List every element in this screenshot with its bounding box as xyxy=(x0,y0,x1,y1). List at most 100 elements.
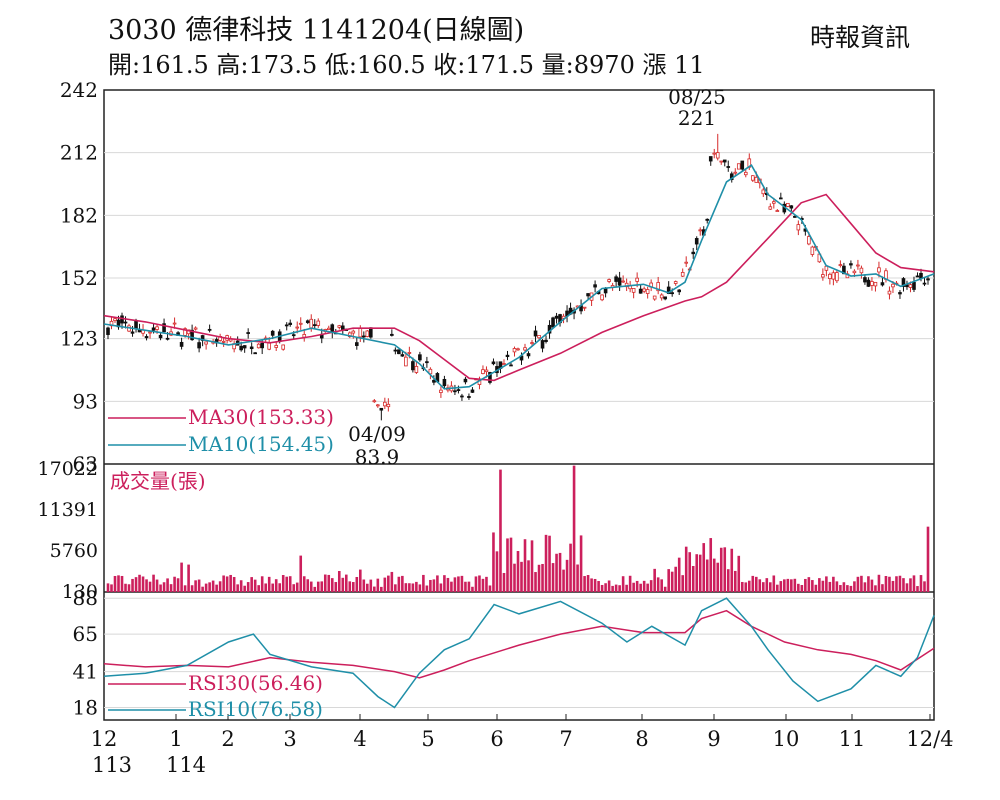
candle-body xyxy=(761,189,766,195)
volume-bar xyxy=(260,576,264,592)
volume-bar xyxy=(597,581,600,592)
candle-body xyxy=(593,284,597,288)
volume-bar xyxy=(299,555,303,592)
candle-body xyxy=(516,348,520,351)
source-label: 時報資訊 xyxy=(810,23,911,52)
volume-bar xyxy=(330,578,334,592)
volume-bar xyxy=(712,558,716,592)
candle-body xyxy=(418,354,422,361)
volume-bar xyxy=(828,581,832,592)
volume-bar xyxy=(902,578,905,592)
candle-body xyxy=(256,343,261,349)
volume-bar xyxy=(127,584,131,592)
candle-body xyxy=(425,361,429,364)
volume-bar xyxy=(916,586,919,592)
volume-bar xyxy=(141,576,145,592)
candle-body xyxy=(190,329,194,341)
candle-body xyxy=(365,330,370,337)
volume-bar xyxy=(583,576,586,592)
volume-bar xyxy=(923,581,926,592)
candle-body xyxy=(197,342,201,349)
candle-body xyxy=(379,407,384,411)
volume-bar xyxy=(909,578,912,592)
candle-body xyxy=(743,171,748,176)
candle-body xyxy=(670,292,674,295)
volume-bar xyxy=(912,575,916,592)
candle-body xyxy=(642,288,646,292)
volume-bar xyxy=(215,584,218,592)
candle-body xyxy=(901,278,906,287)
rsi-tick-label: 65 xyxy=(73,622,98,646)
volume-bar xyxy=(201,586,204,592)
candle-body xyxy=(288,322,293,325)
candle-body xyxy=(246,332,250,334)
volume-bar xyxy=(572,465,576,592)
candle-body xyxy=(551,317,555,328)
volume-bar xyxy=(667,569,670,592)
volume-bar xyxy=(888,576,891,592)
candle-body xyxy=(537,335,541,339)
volume-bar xyxy=(804,578,807,592)
y-tick-label: 152 xyxy=(60,266,98,290)
volume-bar xyxy=(439,583,443,592)
candle-body xyxy=(298,322,303,325)
volume-bar xyxy=(292,584,296,592)
volume-bar xyxy=(278,583,282,592)
volume-bar xyxy=(359,569,362,592)
y-tick-label: 93 xyxy=(73,389,98,413)
volume-bar xyxy=(579,535,583,592)
volume-bar xyxy=(849,585,853,592)
volume-bar xyxy=(138,574,141,592)
candle-body xyxy=(715,152,720,159)
volume-bar xyxy=(663,586,667,592)
volume-bar xyxy=(124,583,127,592)
volume-bar xyxy=(614,584,618,592)
volume-bar xyxy=(253,579,257,592)
candle-body xyxy=(915,275,920,278)
candle-body xyxy=(505,354,510,358)
volume-tick-label: 11391 xyxy=(38,499,98,521)
volume-bar xyxy=(846,585,849,592)
candle-body xyxy=(821,274,825,278)
candle-body xyxy=(172,322,177,325)
candle-body xyxy=(509,364,513,367)
volume-bar xyxy=(832,576,835,592)
volume-bar xyxy=(145,579,148,592)
volume-bar xyxy=(302,576,306,592)
candle-body xyxy=(460,395,464,398)
volume-bar xyxy=(397,576,401,592)
candle-body xyxy=(439,389,443,393)
volume-bar xyxy=(204,583,208,592)
candle-body xyxy=(106,327,110,335)
candle-body xyxy=(120,315,124,324)
volume-bar xyxy=(618,585,621,592)
volume-bar xyxy=(698,554,702,592)
candle-body xyxy=(652,295,657,300)
candle-body xyxy=(852,270,857,274)
volume-bar xyxy=(274,579,278,592)
candle-body xyxy=(835,272,839,282)
volume-bar xyxy=(155,579,159,592)
volume-bar xyxy=(642,580,646,592)
candle-body xyxy=(407,352,412,354)
volume-bar xyxy=(281,575,285,592)
candle-body xyxy=(144,336,149,339)
volume-bar xyxy=(162,582,166,592)
candle-body xyxy=(891,283,895,288)
volume-bar xyxy=(860,575,863,592)
candle-body xyxy=(912,281,916,290)
volume-bar xyxy=(632,582,635,592)
volume-bar xyxy=(625,584,628,592)
candle-body xyxy=(698,229,703,232)
volume-bar xyxy=(670,571,674,592)
candle-body xyxy=(326,327,331,330)
candle-body xyxy=(880,282,885,286)
candle-body xyxy=(768,206,773,210)
volume-bar xyxy=(898,575,902,592)
candle-body xyxy=(358,327,363,338)
candle-body xyxy=(736,163,741,170)
candle-body xyxy=(404,356,408,367)
candle-body xyxy=(193,327,198,330)
volume-bar xyxy=(236,584,239,592)
volume-bar xyxy=(306,579,310,592)
